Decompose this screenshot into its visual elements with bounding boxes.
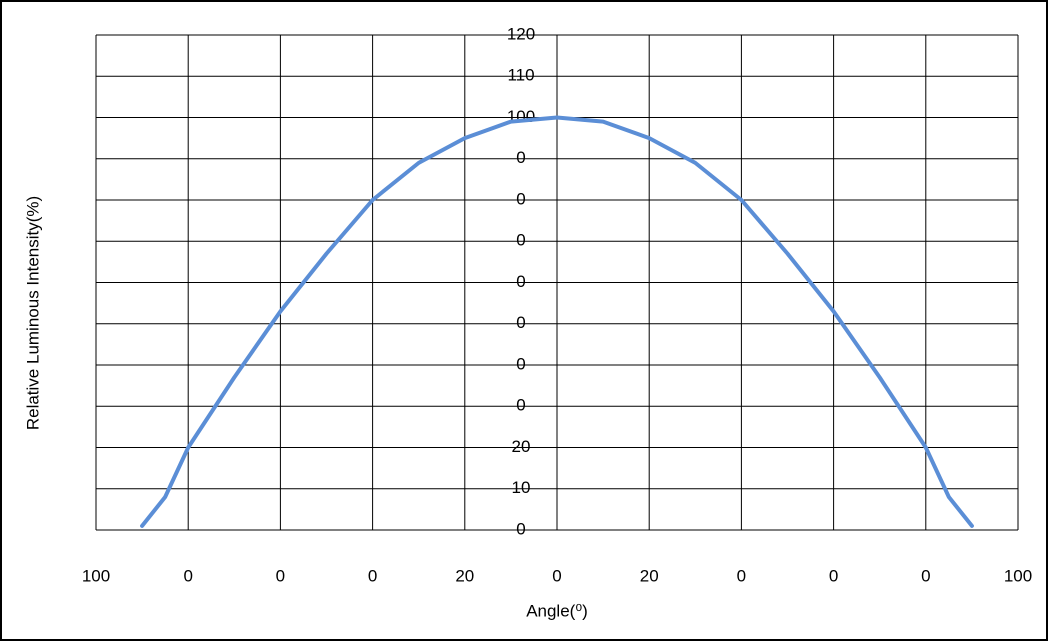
y-tick-label: 120 [507,24,535,43]
x-tick-label: 0 [552,566,561,585]
y-tick-label: 0 [516,519,525,538]
x-axis-title: Angle(⁰) [526,601,588,620]
y-tick-label: 10 [512,478,531,497]
x-tick-label: 20 [455,566,474,585]
y-tick-label: 0 [516,354,525,373]
y-tick-label: 0 [516,313,525,332]
x-tick-label: 20 [640,566,659,585]
y-tick-label: 0 [516,189,525,208]
x-tick-label: 0 [921,566,930,585]
y-tick-label: 20 [512,437,531,456]
x-tick-label: 0 [829,566,838,585]
y-tick-label: 110 [507,66,534,85]
x-tick-label: 0 [368,566,377,585]
y-tick-label: 0 [516,272,525,291]
y-tick-label: 0 [516,231,525,250]
y-tick-label: 0 [516,396,525,415]
x-tick-label: 0 [737,566,746,585]
y-axis-title: Relative Luminous Intensity(%) [23,196,42,430]
y-tick-label: 0 [516,148,525,167]
x-tick-label: 100 [1004,566,1032,585]
data-line [140,115,974,528]
x-tick-label: 0 [183,566,192,585]
x-tick-label: 100 [82,566,110,585]
x-tick-label: 0 [276,566,285,585]
